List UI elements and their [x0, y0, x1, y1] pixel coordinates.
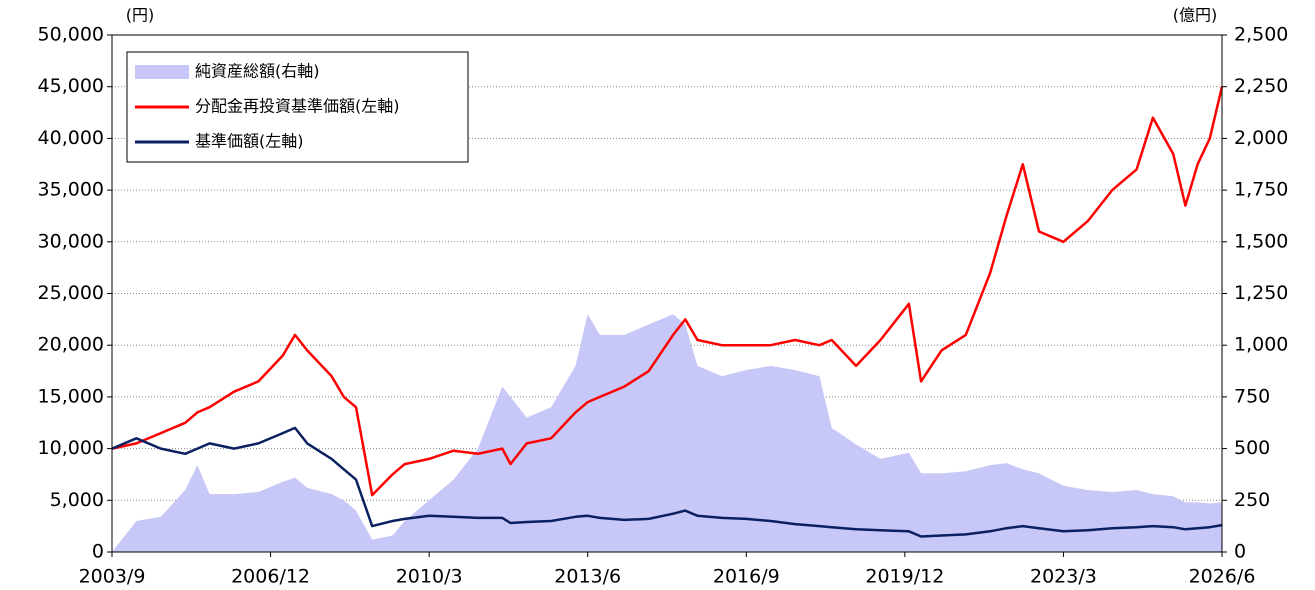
y-tick-label: 40,000: [38, 127, 104, 149]
y2-tick-label: 0: [1234, 541, 1246, 563]
y2-tick-label: 1,500: [1234, 230, 1288, 252]
x-tick-label: 2006/12: [231, 566, 310, 588]
area: [112, 314, 1222, 552]
x-tick-label: 2010/3: [396, 566, 463, 588]
y2-tick-label: 2,250: [1234, 75, 1288, 97]
line: [111, 426, 1223, 538]
legend-label: 純資産総額(右軸): [195, 62, 320, 81]
x-tick-label: 2023/3: [1030, 566, 1097, 588]
y-tick-label: 45,000: [38, 75, 104, 97]
y-tick-label: 0: [92, 541, 104, 563]
y-tick-label: 15,000: [38, 385, 104, 407]
plot-frame: [111, 34, 1223, 553]
y-tick-label: 35,000: [38, 179, 104, 201]
legend-label: 基準価額(左軸): [195, 132, 304, 151]
y2-tick-label: 1,250: [1234, 282, 1288, 304]
legend-swatch: [135, 65, 189, 79]
line: [111, 86, 1224, 497]
y2-tick-label: 2,500: [1234, 24, 1288, 46]
y-tick-label: 50,000: [38, 24, 104, 46]
y-tick-label: 20,000: [38, 334, 104, 356]
y2-axis-label: (億円): [1173, 6, 1218, 25]
y2-tick-label: 1,750: [1234, 179, 1288, 201]
y2-tick-label: 750: [1234, 385, 1270, 407]
legend-label: 分配金再投資基準価額(左軸): [195, 97, 400, 116]
y-tick-label: 25,000: [38, 282, 104, 304]
y2-tick-label: 250: [1234, 489, 1270, 511]
y-tick-label: 30,000: [38, 230, 104, 252]
y2-tick-label: 2,000: [1234, 127, 1288, 149]
y-axis-label: (円): [126, 6, 155, 25]
x-tick-label: 2003/9: [79, 566, 146, 588]
x-tick-label: 2013/6: [554, 566, 621, 588]
plot-data: [111, 86, 1224, 552]
x-tick-label: 2019/12: [865, 566, 944, 588]
x-tick-label: 2026/6: [1189, 566, 1256, 588]
y-tick-label: 10,000: [38, 437, 104, 459]
x-tick-label: 2016/9: [713, 566, 780, 588]
y2-tick-label: 500: [1234, 437, 1270, 459]
y2-tick-label: 1,000: [1234, 334, 1288, 356]
y-tick-label: 5,000: [50, 489, 104, 511]
